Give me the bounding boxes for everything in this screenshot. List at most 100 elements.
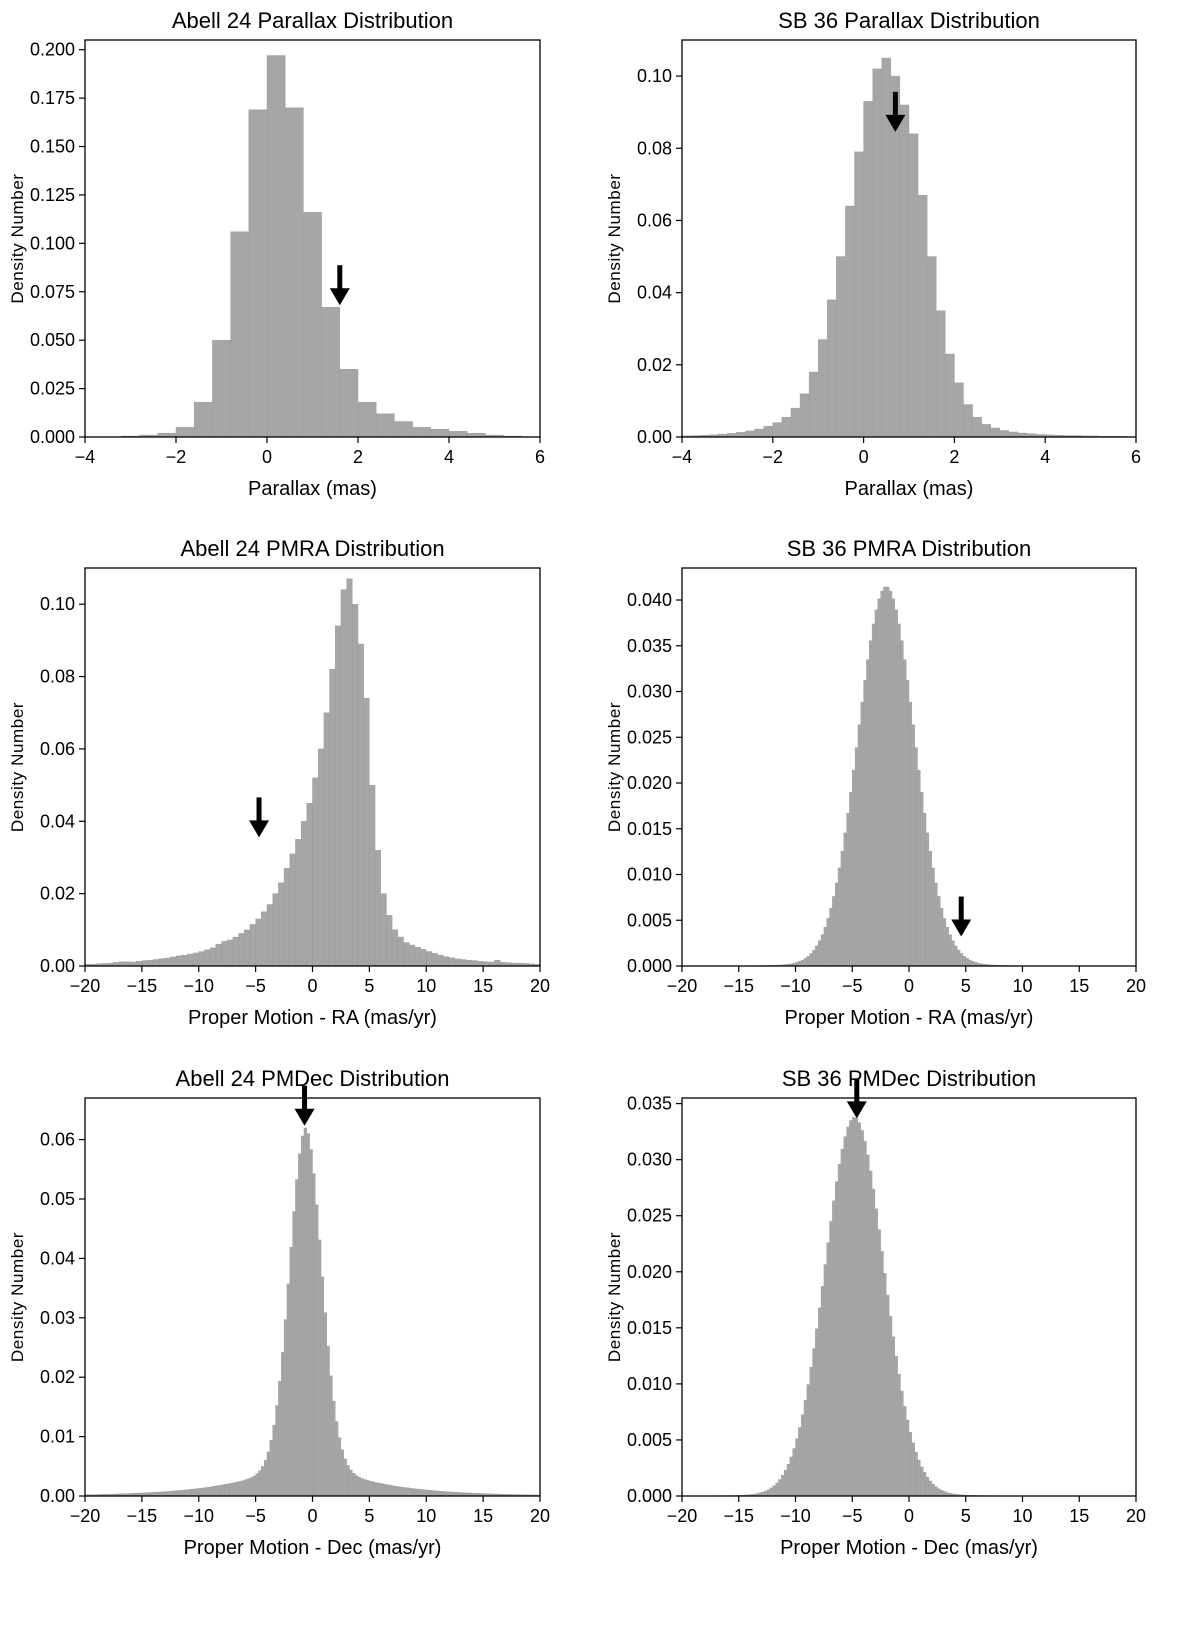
x-axis-label: Parallax (mas) — [845, 478, 974, 500]
histogram-bar — [212, 1486, 217, 1497]
histogram-bar — [204, 1487, 208, 1497]
histogram-bar — [957, 949, 961, 967]
histogram-bar — [820, 1286, 825, 1497]
histogram-bar — [340, 1449, 344, 1497]
histogram-bar — [215, 1485, 219, 1497]
histogram-bar — [403, 942, 410, 967]
x-tick-label: 6 — [535, 447, 545, 467]
histogram-bar — [221, 1484, 225, 1497]
histogram-bar — [141, 960, 148, 967]
arrow-down-icon — [846, 1078, 867, 1119]
histogram-bar — [931, 867, 935, 967]
histogram-bar — [408, 944, 416, 967]
histogram-bar — [965, 958, 969, 967]
histogram-bar — [908, 1431, 913, 1497]
histogram-bar — [255, 918, 262, 967]
histogram-bar — [990, 427, 1000, 438]
histogram-bar — [272, 1424, 276, 1497]
histogram-bar — [846, 812, 850, 967]
x-tick-label: 5 — [961, 1506, 971, 1526]
histogram-bar — [303, 1127, 308, 1497]
y-tick-label: 0.175 — [30, 88, 75, 108]
histogram-bar — [911, 724, 915, 967]
chart-panel-3: −20 −15 −10 −5 0 5 10 15 20 0.00 0.02 0.04 0.06 0.08 0… — [8, 536, 550, 1029]
histogram-bar — [845, 205, 855, 438]
histogram-bar — [789, 1456, 793, 1497]
histogram-bar — [891, 1336, 896, 1497]
histogram-bar — [181, 1489, 185, 1497]
histogram-bar — [883, 1273, 887, 1497]
histogram-bar — [266, 1451, 271, 1497]
histogram-bar — [826, 1242, 830, 1497]
y-tick-label: 0.04 — [637, 283, 672, 303]
histogram-bar — [877, 1229, 881, 1497]
histogram-bar — [940, 908, 944, 967]
histogram-bar — [246, 1478, 251, 1497]
histogram-bar — [818, 339, 828, 438]
y-tick-label: 0.02 — [637, 355, 672, 375]
histogram-bar — [363, 698, 370, 967]
histogram-bar — [823, 926, 827, 967]
histogram-bar — [799, 393, 810, 438]
histogram-bar — [135, 961, 143, 967]
y-tick-label: 0.005 — [627, 910, 672, 930]
y-tick-label: 0.035 — [627, 636, 672, 656]
x-axis-label: Proper Motion - RA (mas/yr) — [785, 1007, 1034, 1029]
histogram-bar — [269, 1440, 273, 1497]
histogram-bar — [204, 949, 211, 967]
histogram-bar — [928, 1480, 932, 1497]
chart-title: SB 36 PMDec Distribution — [782, 1066, 1036, 1091]
histogram-bar — [326, 1345, 330, 1497]
histogram-bar — [443, 1491, 447, 1497]
y-tick-label: 0.010 — [627, 865, 672, 885]
histogram-bar — [170, 1490, 174, 1497]
histogram-bar — [230, 231, 250, 438]
x-tick-label: 4 — [444, 447, 454, 467]
histogram-bar — [1008, 431, 1019, 438]
y-axis-label: Density Number — [605, 1232, 624, 1362]
histogram-bar — [894, 1356, 898, 1497]
histogram-bar — [905, 1419, 910, 1497]
histogram-bar — [886, 586, 890, 967]
histogram-bar — [877, 598, 881, 967]
x-tick-label: −10 — [780, 976, 811, 996]
histogram-bar — [235, 1481, 239, 1497]
histogram-bar — [925, 1476, 930, 1497]
histogram-bar — [835, 1181, 839, 1497]
y-tick-label: 0.025 — [627, 727, 672, 747]
y-tick-label: 0.075 — [30, 282, 75, 302]
histogram-bar — [494, 960, 501, 967]
x-axis-label: Parallax (mas) — [248, 478, 377, 500]
histogram-bar — [212, 339, 231, 438]
histogram-bar — [999, 430, 1010, 438]
x-tick-label: 0 — [904, 1506, 914, 1526]
histogram-bar — [860, 1130, 864, 1497]
y-tick-label: 0.040 — [627, 590, 672, 610]
histogram-bar — [431, 1490, 435, 1497]
histogram-bar — [275, 1405, 279, 1497]
histogram-bar — [863, 1141, 867, 1497]
histogram-bar — [871, 1188, 876, 1497]
histogram-bar — [800, 1414, 805, 1497]
histogram-bars — [84, 1127, 541, 1497]
histogram-bar — [323, 712, 330, 967]
histogram-bar — [800, 959, 805, 967]
histogram-bar — [374, 1482, 379, 1497]
x-tick-label: −4 — [75, 447, 96, 467]
histogram-bar — [298, 1153, 302, 1497]
histogram-bar — [229, 1483, 234, 1497]
histogram-bar — [249, 1477, 253, 1497]
histogram-bar — [360, 1478, 364, 1497]
histogram-bar — [428, 1490, 433, 1497]
histogram-bar — [818, 1307, 822, 1497]
histogram-bar — [448, 957, 455, 967]
histogram-bar — [934, 1486, 938, 1497]
histogram-bar — [380, 1483, 384, 1497]
histogram-bar — [178, 1490, 182, 1497]
histogram-bar — [792, 1448, 796, 1497]
histogram-bar — [164, 957, 171, 967]
y-tick-label: 0.125 — [30, 185, 75, 205]
histogram-bar — [278, 882, 285, 967]
histogram-bar — [798, 1427, 802, 1497]
histogram-bar — [903, 659, 907, 967]
